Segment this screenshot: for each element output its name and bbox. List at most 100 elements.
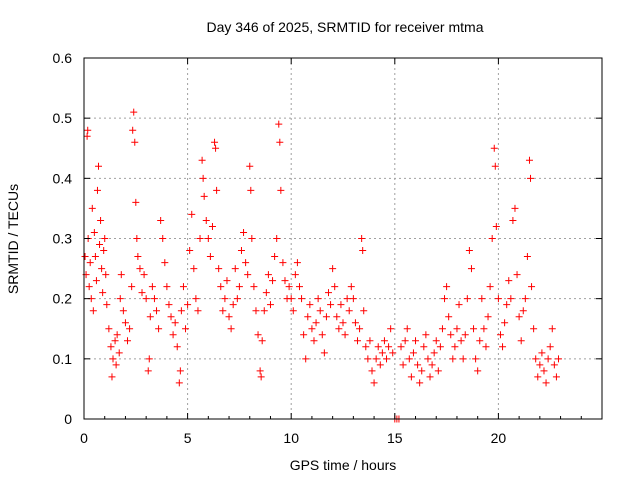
data-point	[356, 325, 364, 333]
data-point	[331, 283, 339, 291]
data-point	[109, 355, 117, 363]
data-point	[337, 301, 345, 309]
data-point	[100, 247, 108, 255]
data-point	[107, 343, 115, 351]
data-point	[281, 277, 289, 285]
data-point	[223, 277, 231, 285]
data-point	[530, 325, 538, 333]
data-point	[262, 289, 270, 297]
data-point	[451, 343, 459, 351]
data-point	[254, 331, 262, 339]
data-point	[374, 343, 382, 351]
data-point	[416, 379, 424, 387]
data-point	[490, 144, 498, 152]
data-point	[101, 235, 109, 242]
data-point	[548, 325, 556, 333]
data-point	[542, 379, 550, 387]
data-point	[480, 325, 488, 333]
x-tick-label: 5	[184, 430, 192, 446]
data-point	[376, 361, 384, 369]
data-point	[103, 301, 111, 309]
data-point	[441, 295, 449, 303]
data-point	[246, 162, 254, 170]
data-point	[519, 307, 527, 315]
data-point	[213, 186, 221, 194]
data-point	[488, 235, 496, 242]
data-point	[116, 295, 124, 303]
data-point	[225, 313, 233, 321]
data-point	[83, 132, 91, 140]
data-point	[136, 265, 144, 273]
data-point	[227, 325, 235, 333]
data-point	[196, 235, 204, 242]
data-point	[383, 355, 391, 363]
data-point	[517, 337, 525, 345]
data-point	[157, 216, 165, 224]
y-tick-label: 0.2	[53, 291, 73, 307]
data-point	[501, 319, 509, 327]
data-point	[314, 295, 322, 303]
data-point	[182, 325, 190, 333]
y-tick-label: 0.1	[53, 351, 73, 367]
data-point	[380, 337, 388, 345]
data-point	[438, 325, 446, 333]
data-point	[360, 307, 368, 315]
data-point	[345, 307, 353, 315]
data-point	[204, 235, 212, 242]
data-point	[279, 259, 287, 267]
data-point	[219, 307, 227, 315]
data-point	[461, 331, 469, 339]
data-point	[206, 253, 214, 261]
data-point	[310, 337, 318, 345]
data-point	[554, 355, 562, 363]
data-point	[179, 283, 187, 291]
data-point	[403, 325, 411, 333]
data-point	[335, 325, 343, 333]
data-point	[285, 283, 293, 291]
data-point	[173, 343, 181, 351]
data-point	[333, 313, 341, 321]
data-point	[142, 295, 150, 303]
data-point	[233, 295, 241, 303]
y-tick-label: 0.4	[53, 170, 73, 186]
data-point	[113, 331, 121, 339]
data-point	[465, 247, 473, 255]
data-point	[521, 295, 529, 303]
data-point	[211, 138, 219, 146]
data-point	[271, 253, 279, 261]
data-point	[145, 355, 153, 363]
data-point	[455, 301, 463, 309]
data-point	[459, 355, 467, 363]
data-point	[84, 126, 92, 134]
y-tick-label: 0.6	[53, 50, 73, 66]
data-point	[401, 337, 409, 345]
data-point	[217, 283, 225, 291]
data-point	[221, 295, 229, 303]
data-point	[119, 307, 127, 315]
data-point	[275, 120, 283, 128]
data-point	[133, 235, 141, 242]
data-point	[132, 198, 140, 206]
data-point	[397, 343, 405, 351]
data-point	[322, 313, 330, 321]
data-point	[98, 265, 106, 273]
data-point	[88, 204, 96, 212]
data-point	[540, 367, 548, 375]
data-point	[161, 259, 169, 267]
data-point	[484, 313, 492, 321]
data-point	[91, 253, 99, 261]
data-point	[399, 361, 407, 369]
data-point	[492, 222, 500, 230]
y-tick-label: 0.5	[53, 110, 73, 126]
tick-marks	[83, 57, 602, 420]
data-point	[269, 277, 277, 285]
x-tick-label: 15	[387, 430, 403, 446]
data-point	[86, 259, 94, 267]
data-point	[231, 265, 239, 273]
x-tick-label: 20	[491, 430, 507, 446]
data-point	[163, 283, 171, 291]
y-tick-label: 0	[64, 411, 72, 427]
y-tick-labels: 0 0.1 0.2 0.3 0.4 0.5 0.6	[53, 50, 73, 427]
data-point	[436, 343, 444, 351]
